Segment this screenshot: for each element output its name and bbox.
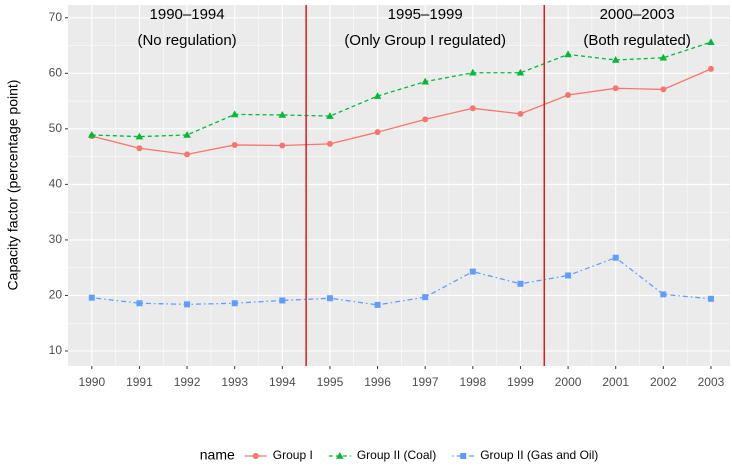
point <box>707 295 714 302</box>
point <box>611 55 620 63</box>
point <box>516 68 525 76</box>
panel <box>68 5 730 366</box>
point <box>184 301 191 308</box>
point <box>136 300 143 307</box>
point <box>469 68 477 76</box>
legend-label: Group II (Gas and Oil) <box>480 448 598 462</box>
point <box>326 295 333 302</box>
point <box>612 85 619 92</box>
point <box>469 268 476 275</box>
point <box>517 110 524 117</box>
x-tick-label: 1995 <box>317 375 344 389</box>
region-title: 2000–2003 <box>600 6 675 23</box>
x-tick-label: 1994 <box>269 375 296 389</box>
point <box>707 65 714 72</box>
x-tick-label: 2003 <box>698 375 725 389</box>
point <box>422 294 429 301</box>
x-tick-label: 1999 <box>507 375 534 389</box>
region-subtitle: (No regulation) <box>137 32 236 49</box>
point <box>136 145 143 152</box>
point <box>612 254 619 261</box>
y-tick-label: 20 <box>49 288 63 302</box>
region-subtitle: (Both regulated) <box>583 32 691 49</box>
point <box>373 92 382 99</box>
x-tick-label: 2001 <box>602 375 629 389</box>
y-tick-label: 30 <box>49 232 63 246</box>
point <box>660 86 667 93</box>
x-tick-label: 1992 <box>174 375 201 389</box>
legend-title: name <box>200 447 235 463</box>
point <box>659 53 668 61</box>
legend-label: Group I <box>273 448 313 462</box>
legend-marker <box>336 452 344 459</box>
point <box>278 110 287 118</box>
point <box>279 142 286 149</box>
x-tick-label: 1991 <box>126 375 153 389</box>
point <box>183 130 191 138</box>
point <box>88 130 96 138</box>
x-tick-label: 1990 <box>78 375 105 389</box>
point <box>135 132 144 140</box>
x-tick-label: 1993 <box>221 375 248 389</box>
region-subtitle: (Only Group I regulated) <box>344 32 506 49</box>
legend-marker <box>460 453 467 459</box>
point <box>231 300 238 307</box>
legend: name Group I Group II (Coal) Group II (Gas … <box>200 447 598 463</box>
point <box>469 105 476 112</box>
point <box>184 151 191 158</box>
y-tick-label: 40 <box>49 177 63 191</box>
point <box>88 294 95 301</box>
point <box>231 141 238 148</box>
x-tick-label: 2000 <box>555 375 582 389</box>
point <box>326 112 334 119</box>
point <box>422 116 429 123</box>
series-line <box>91 41 712 138</box>
region-title: 1995–1999 <box>388 6 463 23</box>
region-title: 1990–1994 <box>150 6 225 23</box>
x-tick-label: 2002 <box>650 375 677 389</box>
point <box>230 110 239 118</box>
legend-marker <box>252 453 259 459</box>
point <box>421 77 429 85</box>
point <box>707 38 715 46</box>
legend-label: Group II (Coal) <box>357 448 436 462</box>
point <box>565 272 572 279</box>
series-line <box>91 68 712 156</box>
point <box>564 50 572 58</box>
point <box>565 91 572 98</box>
point <box>374 301 381 308</box>
point <box>660 291 667 298</box>
x-tick-label: 1998 <box>459 375 486 389</box>
y-tick-label: 10 <box>49 343 63 357</box>
point <box>279 297 286 304</box>
y-axis-label: Capacity factor (percentage point) <box>5 80 21 291</box>
y-tick-label: 50 <box>49 121 63 135</box>
point <box>517 280 524 287</box>
x-tick-label: 1997 <box>412 375 439 389</box>
point <box>374 129 381 136</box>
x-tick-label: 1996 <box>364 375 391 389</box>
y-tick-label: 60 <box>49 65 63 79</box>
point <box>326 140 333 147</box>
y-tick-label: 70 <box>49 10 63 24</box>
